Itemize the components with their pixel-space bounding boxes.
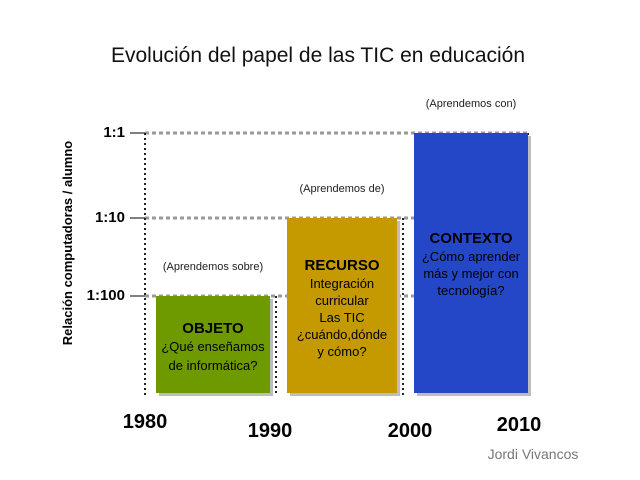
bar-title: CONTEXTO <box>429 230 512 247</box>
bar-title: OBJETO <box>182 320 244 337</box>
tick-labels: 1:100 1:10 1:1 1980 1990 2000 2010 <box>87 124 542 442</box>
bar-text-line: tecnología? <box>437 283 504 298</box>
bar-text-line: Las TIC <box>319 310 364 325</box>
bar-objeto <box>156 296 270 393</box>
bar-text-line: más y mejor con <box>423 266 518 281</box>
y-tick-label: 1:10 <box>95 209 125 226</box>
bar-group-3: CONTEXTO ¿Cómo aprender más y mejor con tec… <box>414 98 531 396</box>
bar-text-line: ¿Cómo aprender <box>422 249 521 264</box>
bar-text-line: ¿Qué enseñamos <box>161 339 265 354</box>
bars: OBJETO ¿Qué enseñamos de informática? (Apre… <box>156 98 531 396</box>
chart-title: Evolución del papel de las TIC en educac… <box>111 44 525 67</box>
bar-group-1: OBJETO ¿Qué enseñamos de informática? (Apre… <box>156 261 273 396</box>
x-tick-label: 1990 <box>248 420 293 442</box>
x-tick-label: 2010 <box>497 414 542 436</box>
bar-note: (Aprendemos sobre) <box>163 261 263 273</box>
bar-text-line: curricular <box>315 293 369 308</box>
bar-note: (Aprendemos de) <box>300 183 385 195</box>
bar-text-line: ¿cuándo,dónde <box>297 327 387 342</box>
x-tick-label: 2000 <box>388 420 433 442</box>
bar-title: RECURSO <box>304 257 379 274</box>
bar-text-line: de informática? <box>169 358 258 373</box>
bar-recurso <box>287 218 397 393</box>
bar-note: (Aprendemos con) <box>426 98 517 110</box>
bar-text-line: Integración <box>310 276 374 291</box>
y-axis-label: Relación computadoras / alumno <box>60 141 75 345</box>
y-tick-label: 1:100 <box>87 287 125 304</box>
bar-contexto <box>414 133 528 393</box>
x-tick-label: 1980 <box>123 411 168 433</box>
bar-text-line: y cómo? <box>317 344 366 359</box>
y-tick-label: 1:1 <box>103 124 125 141</box>
bar-group-2: RECURSO Integración curricular Las TIC ¿cuán… <box>287 183 400 396</box>
author-credit: Jordi Vivancos <box>488 446 579 462</box>
